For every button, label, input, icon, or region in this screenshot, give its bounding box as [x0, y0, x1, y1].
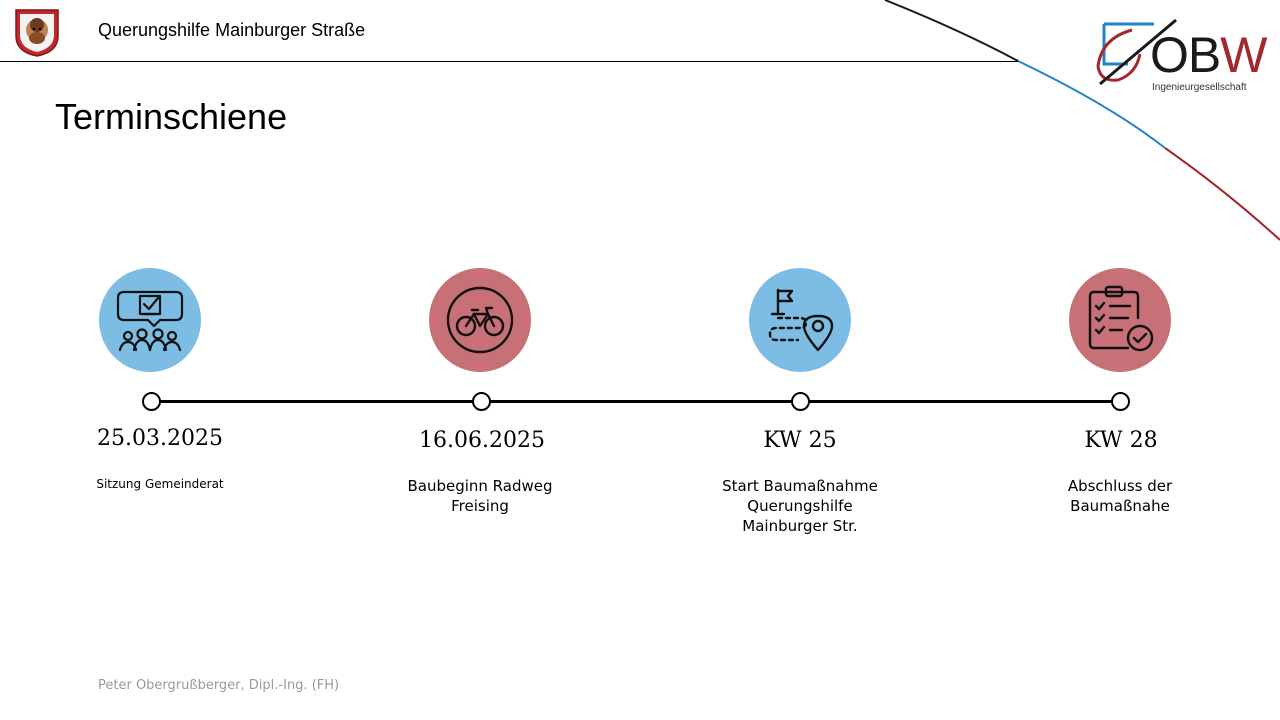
logo-subtitle: Ingenieurgesellschaft — [1152, 82, 1247, 93]
council-meeting-icon — [116, 290, 184, 352]
route-flag-pin-icon — [768, 288, 834, 352]
milestone-date-4: KW 28 — [1084, 428, 1158, 453]
municipal-crest-icon — [15, 9, 59, 57]
milestone-date-3: KW 25 — [763, 428, 837, 453]
milestone-circle-1 — [99, 268, 201, 372]
milestone-label-1: Sitzung Gemeinderat — [96, 477, 224, 491]
slide-title: Terminschiene — [55, 96, 288, 137]
milestone-icon-2 — [370, 268, 590, 372]
timeline-line — [150, 400, 1120, 403]
milestone-circle-2 — [429, 268, 531, 372]
obw-logo-icon — [1096, 18, 1177, 86]
bicycle-icon — [446, 286, 514, 354]
milestone-label-4: Abschluss der Baumaßnahe — [1067, 477, 1173, 515]
decorative-swoosh — [884, 0, 1280, 241]
logo-wordmark: OBW — [1150, 27, 1267, 83]
checklist-done-icon — [1088, 285, 1154, 352]
milestone-date-2: 16.06.2025 — [419, 428, 545, 453]
milestone-circle-3 — [749, 268, 851, 372]
milestone-icon-3 — [690, 268, 910, 372]
header-title: Querungshilfe Mainburger Straße — [98, 20, 366, 40]
milestone-label-3: Start Baumaßnahme Querungshilfe Mainburg… — [722, 477, 878, 535]
milestone-label-2: Baubeginn Radweg Freising — [407, 477, 553, 515]
timeline-node-4 — [1111, 392, 1130, 411]
milestone-icon-4 — [1010, 268, 1230, 372]
milestone-icon-1 — [40, 268, 260, 372]
milestone-circle-4 — [1069, 268, 1171, 372]
footer-author: Peter Obergrußberger, Dipl.-Ing. (FH) — [98, 678, 340, 693]
milestone-date-1: 25.03.2025 — [97, 426, 223, 451]
timeline-node-3 — [791, 392, 810, 411]
timeline-node-1 — [142, 392, 161, 411]
header-divider — [0, 61, 1018, 62]
timeline-node-2 — [472, 392, 491, 411]
